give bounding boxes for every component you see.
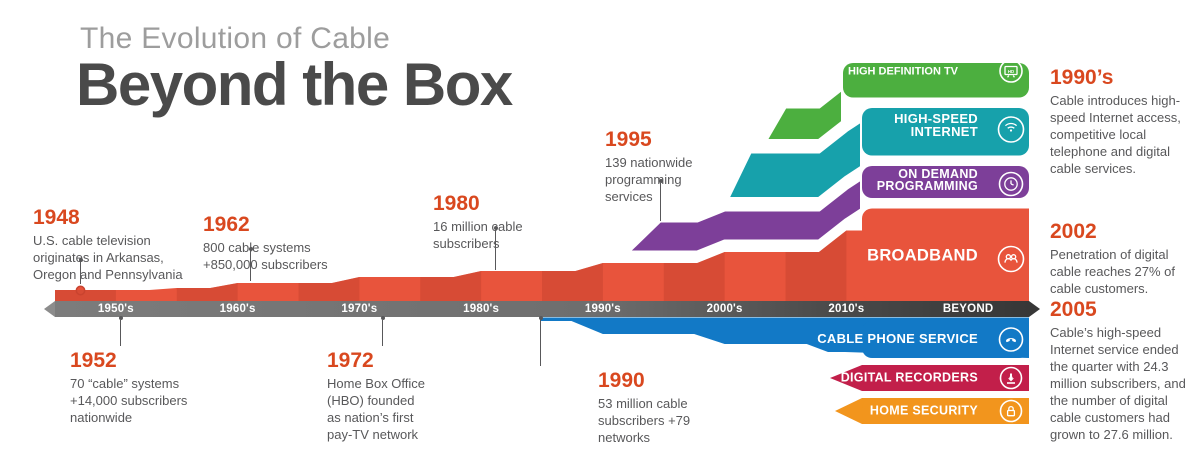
svg-text:PROGRAMMING: PROGRAMMING: [877, 179, 978, 193]
svg-text:INTERNET: INTERNET: [911, 124, 978, 139]
svg-text:BROADBAND: BROADBAND: [867, 247, 978, 265]
svg-text:HIGH DEFINITION TV: HIGH DEFINITION TV: [848, 66, 959, 78]
svg-text:DIGITAL RECORDERS: DIGITAL RECORDERS: [841, 371, 978, 385]
svg-text:HD: HD: [1008, 69, 1014, 74]
svg-text:HOME SECURITY: HOME SECURITY: [870, 404, 978, 418]
svg-text:CABLE PHONE SERVICE: CABLE PHONE SERVICE: [817, 331, 978, 346]
